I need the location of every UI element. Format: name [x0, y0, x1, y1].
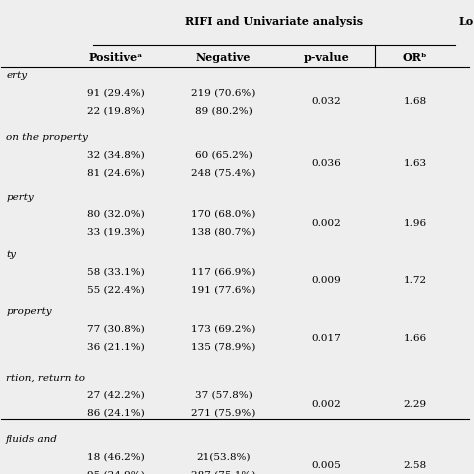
- Text: fluids and: fluids and: [6, 435, 58, 444]
- Text: 248 (75.4%): 248 (75.4%): [191, 168, 255, 177]
- Text: ORᵇ: ORᵇ: [403, 52, 428, 63]
- Text: 271 (75.9%): 271 (75.9%): [191, 409, 255, 418]
- Text: 36 (21.1%): 36 (21.1%): [87, 343, 145, 352]
- Text: on the property: on the property: [6, 133, 88, 142]
- Text: 58 (33.1%): 58 (33.1%): [87, 267, 145, 276]
- Text: 86 (24.1%): 86 (24.1%): [87, 409, 145, 418]
- Text: Positiveᵃ: Positiveᵃ: [89, 52, 143, 63]
- Text: p-value: p-value: [303, 52, 349, 63]
- Text: erty: erty: [6, 71, 27, 80]
- Text: 1.96: 1.96: [403, 219, 427, 228]
- Text: 95 (24.9%): 95 (24.9%): [87, 470, 145, 474]
- Text: 135 (78.9%): 135 (78.9%): [191, 343, 255, 352]
- Text: 1.66: 1.66: [403, 334, 427, 343]
- Text: 0.017: 0.017: [311, 334, 341, 343]
- Text: 21(53.8%): 21(53.8%): [196, 453, 251, 462]
- Text: Lo: Lo: [458, 16, 474, 27]
- Text: 0.009: 0.009: [311, 276, 341, 285]
- Text: 33 (19.3%): 33 (19.3%): [87, 228, 145, 237]
- Text: 1.68: 1.68: [403, 98, 427, 107]
- Text: 138 (80.7%): 138 (80.7%): [191, 228, 255, 237]
- Text: 117 (66.9%): 117 (66.9%): [191, 267, 255, 276]
- Text: 89 (80.2%): 89 (80.2%): [195, 106, 252, 115]
- Text: perty: perty: [6, 192, 34, 201]
- Text: 1.63: 1.63: [403, 159, 427, 168]
- Text: 191 (77.6%): 191 (77.6%): [191, 285, 255, 294]
- Text: 173 (69.2%): 173 (69.2%): [191, 325, 255, 334]
- Text: 0.002: 0.002: [311, 400, 341, 409]
- Text: 0.002: 0.002: [311, 219, 341, 228]
- Text: 37 (57.8%): 37 (57.8%): [195, 391, 252, 400]
- Text: 219 (70.6%): 219 (70.6%): [191, 89, 255, 98]
- Text: 81 (24.6%): 81 (24.6%): [87, 168, 145, 177]
- Text: 18 (46.2%): 18 (46.2%): [87, 453, 145, 462]
- Text: 22 (19.8%): 22 (19.8%): [87, 106, 145, 115]
- Text: 170 (68.0%): 170 (68.0%): [191, 210, 255, 219]
- Text: 1.72: 1.72: [403, 276, 427, 285]
- Text: 2.58: 2.58: [403, 462, 427, 471]
- Text: 0.032: 0.032: [311, 98, 341, 107]
- Text: 91 (29.4%): 91 (29.4%): [87, 89, 145, 98]
- Text: 0.005: 0.005: [311, 462, 341, 471]
- Text: property: property: [6, 308, 52, 317]
- Text: Negative: Negative: [196, 52, 251, 63]
- Text: 32 (34.8%): 32 (34.8%): [87, 150, 145, 159]
- Text: rtion, return to: rtion, return to: [6, 374, 85, 383]
- Text: 80 (32.0%): 80 (32.0%): [87, 210, 145, 219]
- Text: 2.29: 2.29: [403, 400, 427, 409]
- Text: 27 (42.2%): 27 (42.2%): [87, 391, 145, 400]
- Text: 55 (22.4%): 55 (22.4%): [87, 285, 145, 294]
- Text: 60 (65.2%): 60 (65.2%): [195, 150, 252, 159]
- Text: ty: ty: [6, 250, 16, 259]
- Text: 287 (75.1%): 287 (75.1%): [191, 470, 255, 474]
- Text: RIFI and Univariate analysis: RIFI and Univariate analysis: [185, 16, 363, 27]
- Text: 77 (30.8%): 77 (30.8%): [87, 325, 145, 334]
- Text: 0.036: 0.036: [311, 159, 341, 168]
